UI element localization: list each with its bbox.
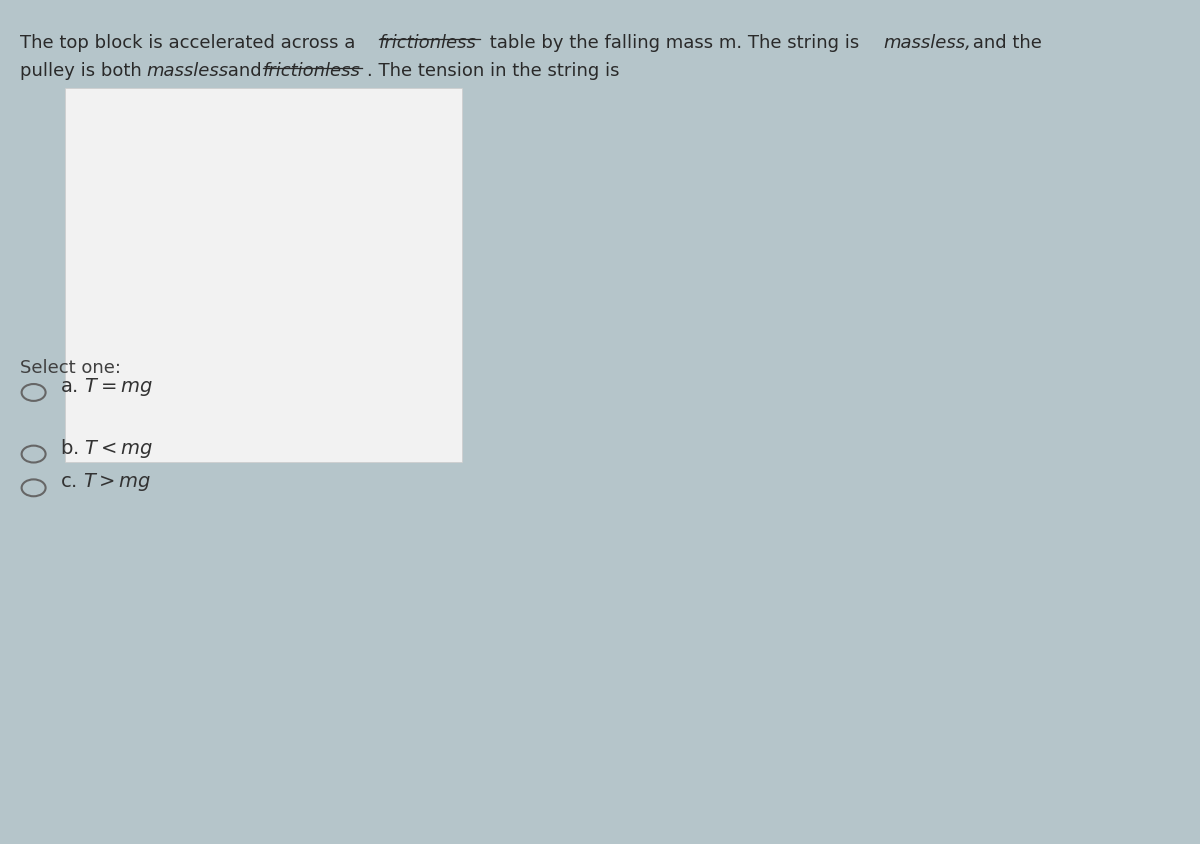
Bar xyxy=(73,264,446,297)
Text: $m$: $m$ xyxy=(372,405,394,425)
Bar xyxy=(137,166,240,264)
Text: b. $T < mg$: b. $T < mg$ xyxy=(60,436,154,460)
Text: and: and xyxy=(222,62,268,80)
Text: a. $T = mg$: a. $T = mg$ xyxy=(60,376,152,398)
Text: c. $T > mg$: c. $T > mg$ xyxy=(60,471,151,493)
Text: table by the falling mass m. The string is: table by the falling mass m. The string … xyxy=(484,34,864,51)
Text: frictionless: frictionless xyxy=(263,62,361,80)
Bar xyxy=(349,383,416,447)
Text: massless: massless xyxy=(146,62,228,80)
Text: pulley is both: pulley is both xyxy=(20,62,148,80)
Circle shape xyxy=(372,253,394,274)
Text: frictionless: frictionless xyxy=(379,34,478,51)
Text: massless,: massless, xyxy=(883,34,971,51)
Text: Select one:: Select one: xyxy=(20,359,121,376)
Circle shape xyxy=(379,260,386,268)
Circle shape xyxy=(364,246,402,282)
Text: and the: and the xyxy=(967,34,1042,51)
Text: . The tension in the string is: . The tension in the string is xyxy=(367,62,619,80)
Text: The top block is accelerated across a: The top block is accelerated across a xyxy=(20,34,361,51)
